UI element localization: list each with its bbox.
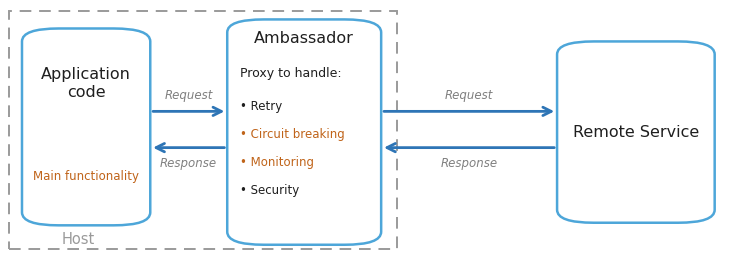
Text: • Circuit breaking: • Circuit breaking — [240, 128, 345, 141]
Text: • Retry: • Retry — [240, 100, 283, 113]
Text: Host: Host — [62, 232, 95, 247]
Text: Main functionality: Main functionality — [33, 170, 139, 183]
FancyBboxPatch shape — [227, 19, 381, 245]
Bar — [9, 11, 397, 249]
FancyBboxPatch shape — [22, 28, 150, 225]
Text: Application
code: Application code — [41, 67, 131, 100]
Text: • Monitoring: • Monitoring — [240, 156, 314, 169]
FancyBboxPatch shape — [557, 41, 715, 223]
Text: • Security: • Security — [240, 184, 300, 197]
Text: Response: Response — [441, 157, 498, 170]
Text: Request: Request — [445, 89, 493, 102]
Text: Remote Service: Remote Service — [572, 125, 699, 140]
Text: Request: Request — [165, 89, 213, 102]
Text: Response: Response — [161, 157, 217, 170]
Text: Proxy to handle:: Proxy to handle: — [240, 67, 342, 80]
Text: Ambassador: Ambassador — [254, 31, 354, 46]
